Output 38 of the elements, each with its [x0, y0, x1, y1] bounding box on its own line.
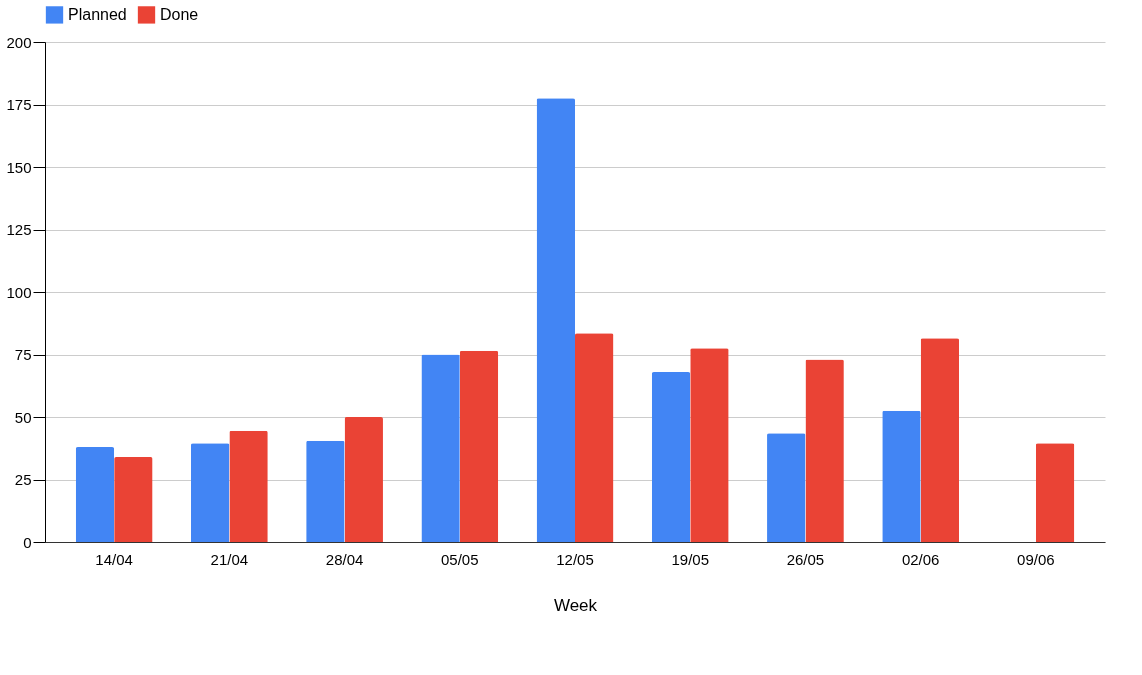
x-tick-label: 14/04	[95, 550, 133, 568]
bar	[421, 354, 460, 542]
y-tick-label: 50	[14, 408, 32, 426]
bar	[767, 433, 806, 542]
bar	[75, 447, 115, 542]
legend-label: Done	[160, 5, 199, 23]
bar	[575, 333, 614, 542]
bar	[1035, 443, 1075, 542]
y-tick-label: 100	[6, 283, 32, 301]
y-tick-label: 125	[6, 221, 32, 238]
x-axis-title: Week	[553, 595, 598, 615]
bar	[536, 98, 575, 542]
bar	[229, 430, 268, 542]
x-tick-label: 02/06	[901, 550, 940, 568]
bar	[690, 348, 729, 542]
bar	[344, 417, 383, 542]
bar	[114, 457, 153, 542]
bar	[306, 440, 345, 542]
x-tick-label: 09/06	[1017, 550, 1055, 568]
x-tick-label: 12/05	[556, 550, 594, 568]
x-tick-label: 28/04	[325, 550, 364, 568]
bar	[920, 338, 960, 542]
y-tick-label: 200	[6, 33, 32, 51]
y-tick-label: 25	[14, 471, 32, 488]
legend-label: Planned	[68, 5, 127, 23]
y-tick-label: 175	[6, 96, 32, 113]
bar	[805, 359, 844, 542]
x-tick-label: 21/04	[210, 550, 249, 568]
x-tick-label: 05/05	[441, 550, 479, 568]
y-tick-label: 150	[6, 158, 32, 176]
y-tick-label: 0	[23, 533, 32, 551]
y-tick-label: 75	[14, 346, 32, 363]
bar	[459, 350, 499, 542]
x-tick-label: 19/05	[671, 550, 709, 568]
x-tick-label: 26/05	[786, 550, 825, 568]
bar	[190, 443, 230, 542]
bar	[651, 372, 691, 542]
bar	[882, 410, 921, 542]
